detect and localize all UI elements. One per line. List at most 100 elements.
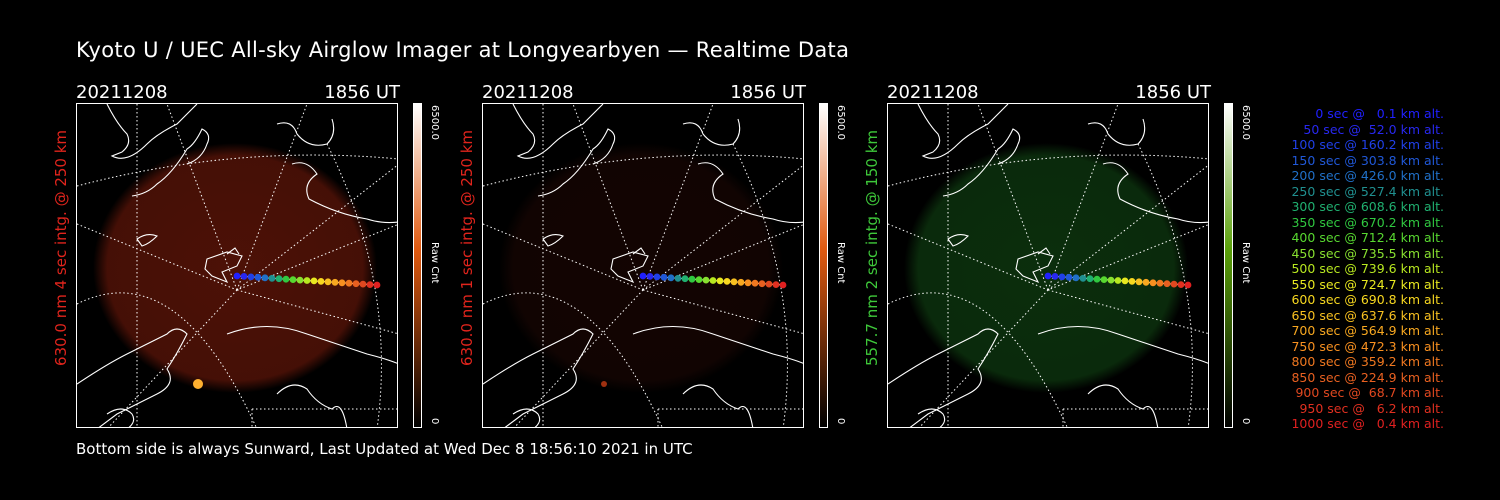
legend-row: 850 sec @ 224.9 km alt. [1291,369,1444,385]
trajectory-marker [247,273,255,281]
panel-3-colorbar-unit: Raw Cnt [1240,242,1251,284]
trajectory-marker [772,281,780,289]
trajectory-track [1044,272,1192,289]
trajectory-marker [240,272,248,280]
trajectory-marker [1156,279,1164,287]
trajectory-marker [1114,277,1122,284]
legend-row: 350 sec @ 670.2 km alt. [1291,214,1444,230]
trajectory-marker [366,281,374,289]
panel-3-date: 20211208 [887,82,979,103]
panel-3-colorbar-max: 6500.0 [1240,105,1251,140]
trajectory-marker [1044,272,1052,280]
coastline [483,104,803,427]
trajectory-marker [1121,277,1129,285]
trajectory-marker [681,275,689,283]
trajectory-marker [723,277,731,285]
trajectory-marker [695,276,703,284]
legend-row: 550 sec @ 724.7 km alt. [1291,276,1444,292]
trajectory-marker [338,279,346,287]
trajectory-marker [1079,274,1087,282]
trajectory-marker [289,276,297,284]
trajectory-marker [653,273,661,281]
trajectory-marker [1135,278,1143,286]
coastline [77,104,397,427]
trajectory-marker [303,277,311,284]
trajectory-marker [352,280,360,288]
trajectory-marker [751,279,759,287]
footer-note: Bottom side is always Sunward, Last Upda… [76,440,693,458]
panel-2-wavelength-label: 630.0 nm 1 sec intg. @ 250 km [458,129,476,366]
trajectory-marker [779,281,787,289]
trajectory-marker [1086,275,1094,283]
legend-row: 650 sec @ 637.6 km alt. [1291,307,1444,323]
panel-3-colorbar [1224,103,1233,428]
bright-spot [193,379,203,389]
trajectory-legend: 0 sec @ 0.1 km alt. 50 sec @ 52.0 km alt.… [1262,106,1444,432]
trajectory-marker [1128,277,1136,285]
trajectory-marker [1051,272,1059,280]
legend-row: 50 sec @ 52.0 km alt. [1303,121,1444,137]
panel-3-time: 1856 UT [1135,82,1211,103]
trajectory-marker [1100,276,1108,284]
legend-row: 0 sec @ 0.1 km alt. [1315,106,1444,121]
panel-2-allsky-image [482,103,804,428]
trajectory-marker [702,276,710,284]
trajectory-marker [324,278,332,286]
trajectory-marker [1058,273,1066,281]
panel-1-colorbar-unit: Raw Cnt [429,242,440,284]
trajectory-marker [282,275,290,283]
panel-1-time: 1856 UT [324,82,400,103]
trajectory-marker [1107,276,1115,284]
trajectory-track [233,272,381,289]
panel-1-colorbar-max: 6500.0 [429,105,440,140]
trajectory-marker [373,281,381,289]
legend-row: 250 sec @ 527.4 km alt. [1291,183,1444,199]
trajectory-track [639,272,787,289]
map-grid [888,104,1208,427]
trajectory-marker [1142,278,1150,286]
legend-row: 100 sec @ 160.2 km alt. [1291,137,1444,152]
trajectory-marker [639,272,647,280]
legend-row: 300 sec @ 608.6 km alt. [1291,199,1444,214]
trajectory-marker [765,280,773,288]
legend-row: 600 sec @ 690.8 km alt. [1291,292,1444,307]
trajectory-marker [730,278,738,286]
trajectory-marker [296,276,304,284]
trajectory-marker [317,277,325,285]
legend-row: 400 sec @ 712.4 km alt. [1291,230,1444,245]
panel-1-allsky-image [76,103,398,428]
panel-2-colorbar [819,103,828,428]
legend-row: 500 sec @ 739.6 km alt. [1291,261,1444,276]
trajectory-marker [1093,275,1101,283]
trajectory-marker [261,274,269,282]
panel-2-colorbar-max: 6500.0 [835,105,846,140]
allsky-glow [499,143,783,393]
trajectory-marker [1184,281,1192,289]
trajectory-marker [709,277,717,284]
trajectory-marker [1177,281,1185,289]
trajectory-marker [758,280,766,288]
trajectory-marker [331,278,339,286]
trajectory-marker [310,277,318,285]
coastline [888,104,1208,427]
trajectory-marker [737,278,745,286]
trajectory-marker [268,274,276,282]
panel-1-date: 20211208 [76,82,168,103]
legend-row: 800 sec @ 359.2 km alt. [1291,354,1444,369]
panel-2-colorbar-min: 0 [835,418,846,425]
trajectory-marker [1163,280,1171,288]
panel-3-allsky-image [887,103,1209,428]
trajectory-marker [1065,273,1073,281]
trajectory-marker [345,279,353,287]
trajectory-marker [716,277,724,285]
map-grid [483,104,803,427]
panel-1-colorbar [413,103,422,428]
map-grid [77,104,397,427]
trajectory-marker [254,273,262,281]
panel-3-colorbar-min: 0 [1240,418,1251,425]
legend-row: 950 sec @ 6.2 km alt. [1299,400,1444,416]
trajectory-marker [744,279,752,287]
panel-2-date: 20211208 [482,82,574,103]
trajectory-marker [1072,274,1080,282]
